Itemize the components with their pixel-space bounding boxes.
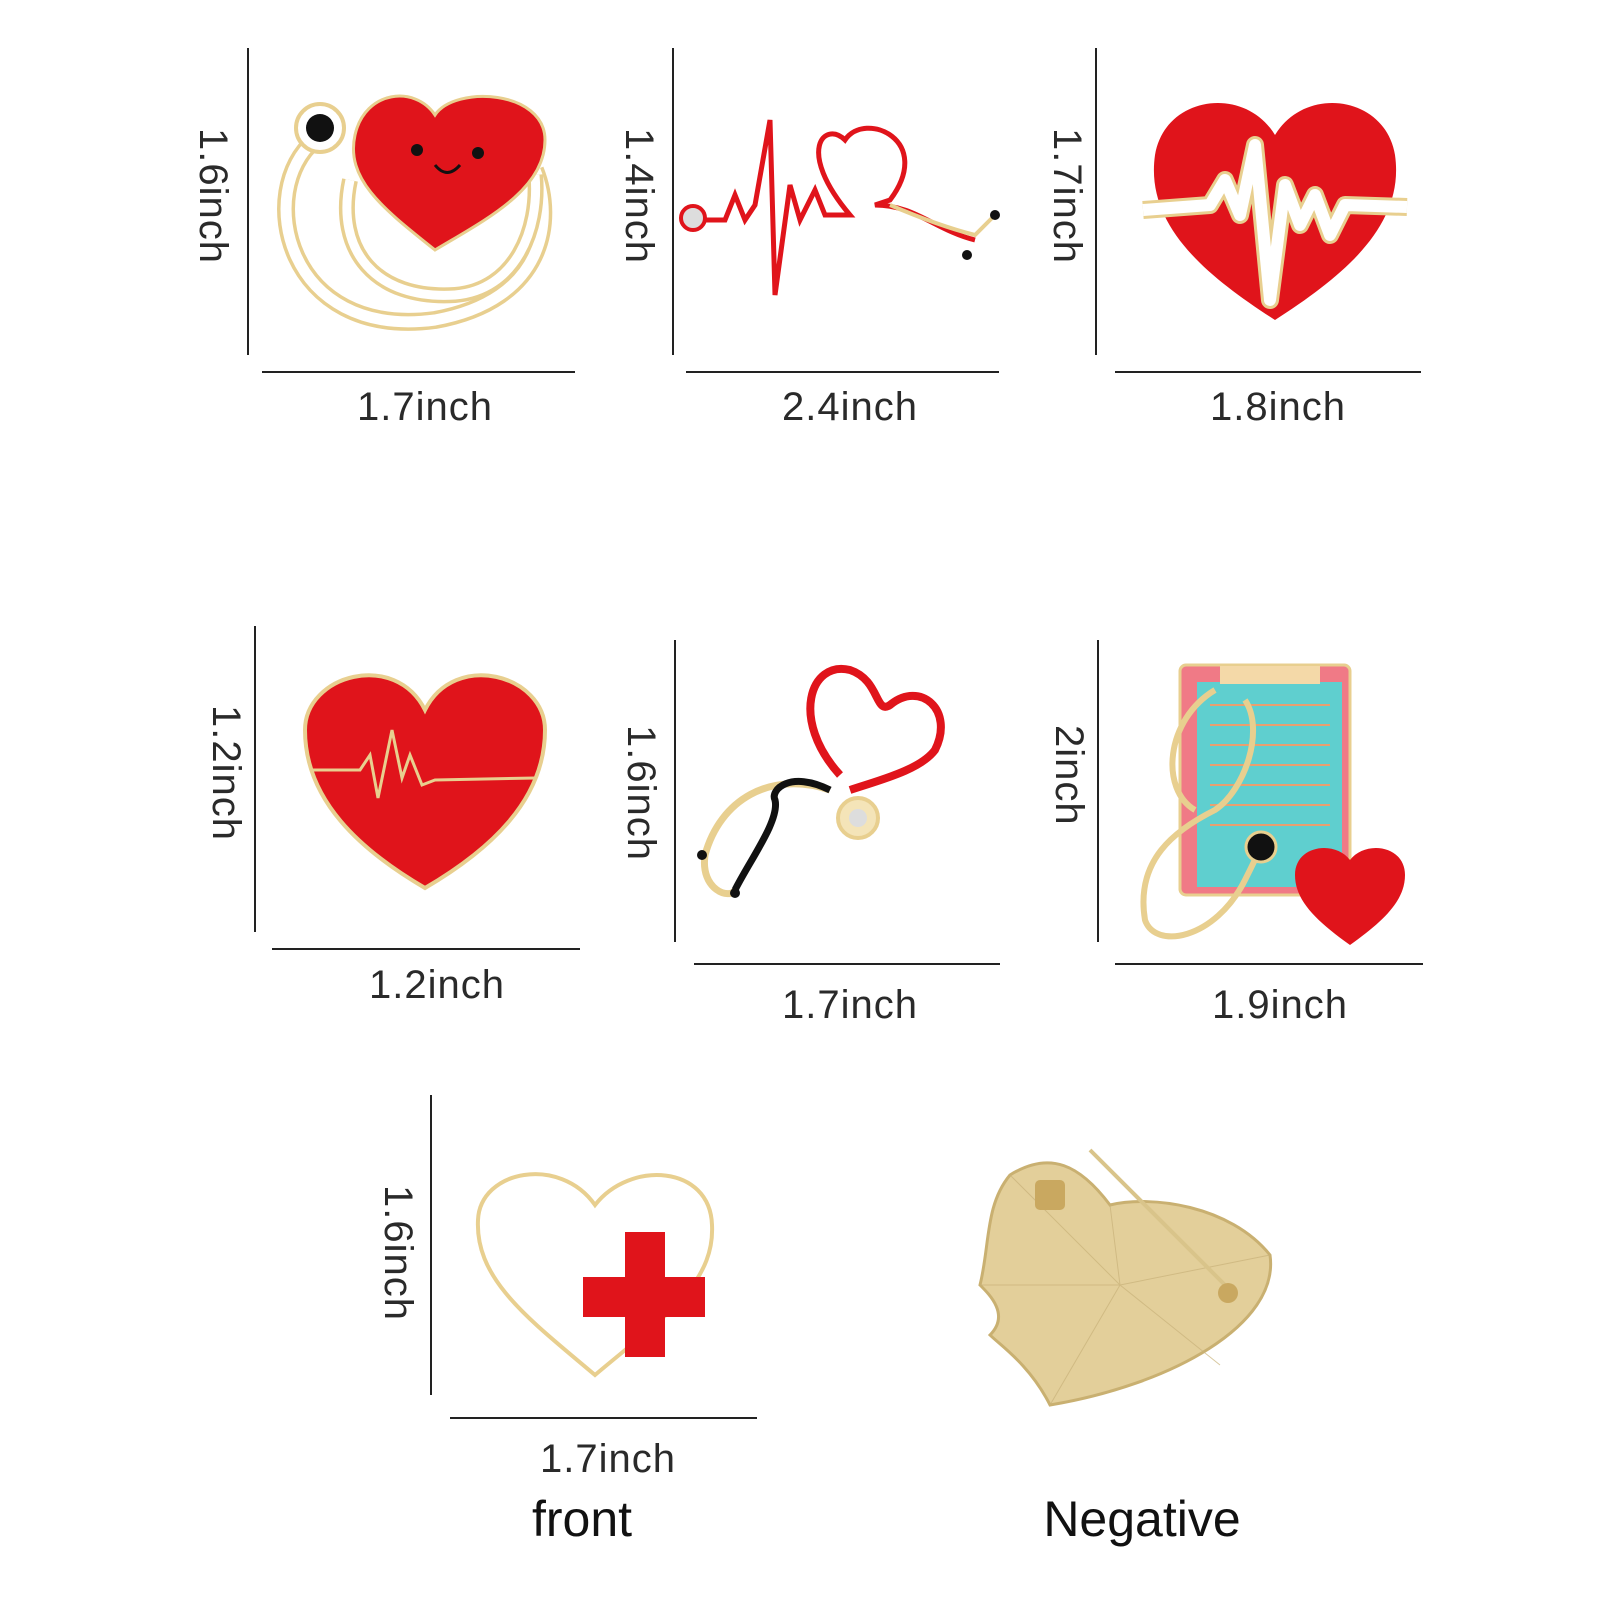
red-heart-ecg-pin-image bbox=[302, 673, 548, 891]
width-dimension-line bbox=[450, 1417, 757, 1419]
height-label: 1.7inch bbox=[1045, 128, 1089, 264]
height-dimension-line bbox=[430, 1095, 432, 1395]
width-dimension-line bbox=[1115, 371, 1421, 373]
width-label: 1.9inch bbox=[1212, 983, 1348, 1027]
white-heart-red-cross-pin-image bbox=[475, 1172, 715, 1378]
height-label: 1.6inch bbox=[376, 1185, 420, 1321]
height-dimension-line bbox=[672, 48, 674, 355]
width-dimension-line bbox=[694, 963, 1000, 965]
pin-back-image bbox=[978, 1148, 1273, 1407]
width-label: 1.7inch bbox=[782, 983, 918, 1027]
height-label: 2inch bbox=[1047, 725, 1091, 826]
height-label: 1.4inch bbox=[617, 128, 661, 264]
width-dimension-line bbox=[1115, 963, 1423, 965]
heart-ecg-pin-image bbox=[1142, 102, 1408, 320]
heart-stethoscope-pin-image bbox=[697, 664, 945, 898]
width-label: 1.8inch bbox=[1210, 385, 1346, 429]
width-label: 2.4inch bbox=[782, 385, 918, 429]
width-label: 1.7inch bbox=[357, 385, 493, 429]
width-dimension-line bbox=[262, 371, 575, 373]
height-label: 1.6inch bbox=[619, 725, 663, 861]
height-label: 1.6inch bbox=[191, 128, 235, 264]
negative-caption: Negative bbox=[1043, 1491, 1241, 1547]
height-label: 1.2inch bbox=[204, 705, 248, 841]
height-dimension-line bbox=[1095, 48, 1097, 355]
width-dimension-line bbox=[272, 948, 580, 950]
front-caption: front bbox=[531, 1491, 633, 1547]
width-label: 1.2inch bbox=[369, 963, 505, 1007]
heartbeat-stethoscope-pin-image bbox=[679, 119, 1000, 296]
width-label: 1.7inch bbox=[540, 1437, 676, 1481]
height-dimension-line bbox=[1097, 640, 1099, 942]
width-dimension-line bbox=[686, 371, 999, 373]
clipboard-stethoscope-heart-pin-image bbox=[1140, 663, 1405, 945]
height-dimension-line bbox=[254, 626, 256, 932]
height-dimension-line bbox=[247, 48, 249, 355]
stethoscope-heart-pin-image bbox=[277, 94, 553, 331]
height-dimension-line bbox=[674, 640, 676, 942]
